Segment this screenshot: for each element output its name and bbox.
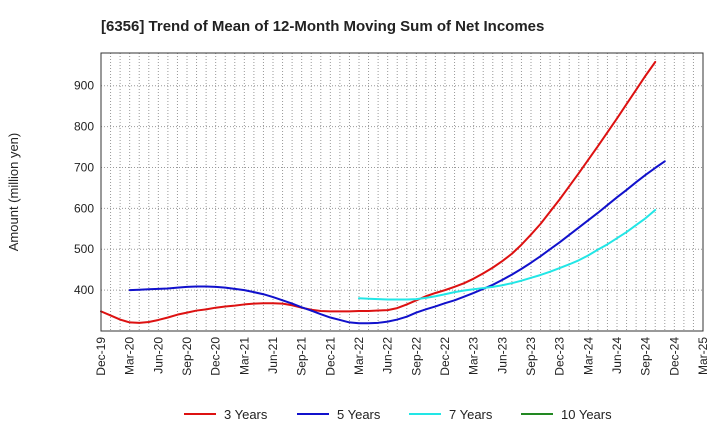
x-tick-label: Jun-23: [495, 337, 509, 374]
x-tick-label: Dec-24: [667, 337, 681, 376]
x-tick-label: Jun-21: [266, 337, 280, 374]
x-tick-label: Mar-20: [123, 337, 137, 375]
y-axis-label: Amount (million yen): [6, 133, 21, 252]
x-tick-labels: Dec-19 Mar-20 Jun-20 Sep-20 Dec-20 Mar-21 Jun-…: [94, 337, 710, 376]
series-line-5-years: [128, 160, 666, 325]
y-tick-label: 900: [74, 79, 94, 93]
x-tick-label: Dec-22: [438, 337, 452, 376]
x-tick-label: Dec-19: [94, 337, 108, 376]
x-tick-label: Mar-24: [581, 337, 595, 375]
legend: 3 Years 5 Years 7 Years 10 Years: [184, 407, 612, 422]
x-tick-label: Mar-21: [237, 337, 251, 375]
y-tick-label: 700: [74, 160, 94, 174]
x-tick-label: Mar-22: [352, 337, 366, 375]
x-tick-label: Dec-20: [209, 337, 223, 376]
x-tick-label: Sep-24: [639, 337, 653, 376]
x-tick-label: Dec-23: [553, 337, 567, 376]
series-line-3-years: [100, 60, 657, 324]
x-tick-label: Sep-20: [180, 337, 194, 376]
y-tick-label: 400: [74, 283, 94, 297]
x-tick-label: Sep-21: [295, 337, 309, 376]
chart-title: [6356] Trend of Mean of 12-Month Moving …: [101, 18, 544, 35]
y-tick-labels: 400 500 600 700 800 900: [74, 79, 94, 297]
x-tick-label: Jun-22: [381, 337, 395, 374]
legend-label: 10 Years: [561, 407, 612, 422]
x-tick-label: Dec-21: [323, 337, 337, 376]
x-tick-label: Sep-22: [409, 337, 423, 376]
legend-label: 7 Years: [449, 407, 493, 422]
grid-lines: [101, 53, 703, 331]
x-tick-label: Mar-23: [467, 337, 481, 375]
series-line-7-years: [358, 208, 657, 301]
legend-label: 3 Years: [224, 407, 268, 422]
series-lines: [100, 60, 666, 325]
plot-frame: [100, 52, 704, 332]
x-tick-label: Sep-23: [524, 337, 538, 376]
x-tick-label: Jun-24: [610, 337, 624, 374]
x-tick-label: Mar-25: [696, 337, 710, 375]
y-tick-label: 500: [74, 242, 94, 256]
legend-label: 5 Years: [337, 407, 381, 422]
y-tick-label: 600: [74, 201, 94, 215]
x-tick-label: Jun-20: [151, 337, 165, 374]
y-tick-label: 800: [74, 120, 94, 134]
